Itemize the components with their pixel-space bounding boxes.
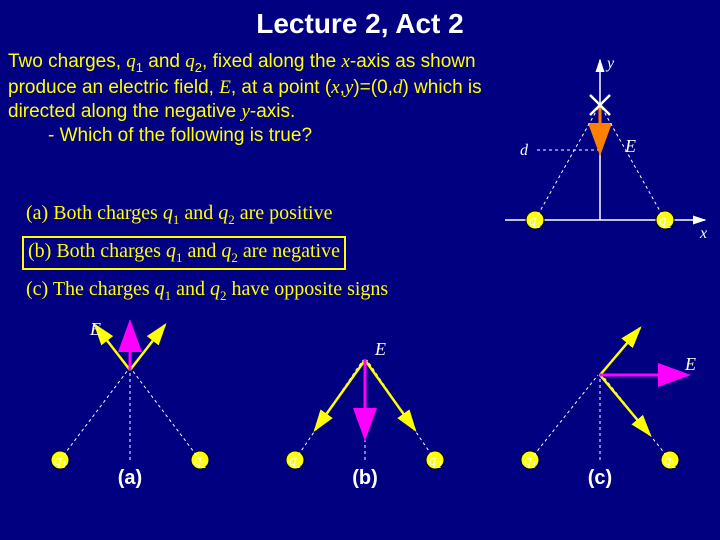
options-list: (a) Both charges q1 and q2 are positive … [22, 200, 392, 312]
top-diagram: y x d E q1 q2 [495, 50, 715, 250]
y-axis-label: y [605, 55, 615, 72]
diagram-c: q1 q2 E (c) [490, 320, 710, 490]
label-c: (c) [490, 467, 710, 490]
d-label: d [520, 142, 529, 159]
e-label: E [624, 136, 636, 156]
svg-text:E: E [684, 354, 696, 374]
x-axis-label: x [699, 225, 707, 242]
option-a: (a) Both charges q1 and q2 are positive [22, 200, 392, 230]
diagram-b: q1 q2 E (b) [255, 320, 475, 490]
svg-text:E: E [89, 320, 101, 339]
svg-text:E: E [374, 339, 386, 359]
option-c: (c) The charges q1 and q2 have opposite … [22, 276, 392, 306]
lecture-title: Lecture 2, Act 2 [0, 0, 720, 40]
bottom-diagrams: q1 q2 E (a) q1 q2 [0, 320, 720, 530]
question-text: - Which of the following is true? [8, 124, 498, 148]
option-b: (b) Both charges q1 and q2 are negative [22, 236, 346, 270]
problem-statement: Two charges, q1 and q2, fixed along the … [8, 50, 498, 147]
label-a: (a) [20, 467, 240, 490]
label-b: (b) [255, 467, 475, 490]
diagram-a: q1 q2 E (a) [20, 320, 240, 490]
